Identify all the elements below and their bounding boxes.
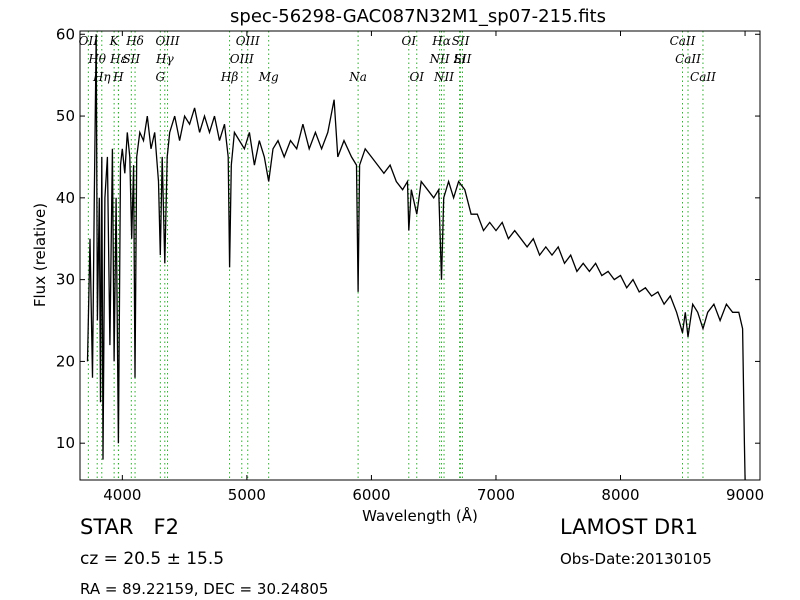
line-label: H (112, 70, 124, 84)
line-label: SII (452, 34, 470, 48)
x-tick-label: 5000 (228, 486, 266, 504)
line-label: SII (454, 52, 472, 66)
obs-date: Obs-Date:20130105 (560, 550, 712, 568)
chart-title: spec-56298-GAC087N32M1_sp07-215.fits (230, 6, 606, 27)
line-label: NII (433, 70, 454, 84)
x-tick-label: 8000 (601, 486, 639, 504)
line-label: CaII (690, 70, 716, 84)
line-label: Hγ (155, 52, 174, 66)
spectrum-line (86, 34, 746, 480)
x-tick-label: 7000 (477, 486, 515, 504)
line-label: NII (429, 52, 450, 66)
x-axis-label: Wavelength (Å) (362, 506, 478, 525)
x-tick-label: 4000 (103, 486, 141, 504)
line-label: OII (79, 34, 99, 48)
line-label: OIII (156, 34, 180, 48)
redshift: cz = 20.5 ± 15.5 (80, 549, 224, 569)
line-label: OI (409, 70, 424, 84)
y-tick-label: 60 (56, 25, 75, 43)
y-tick-label: 40 (56, 189, 75, 207)
y-tick-label: 10 (56, 434, 75, 452)
y-tick-label: 30 (56, 271, 75, 289)
line-label: OIII (236, 34, 260, 48)
line-label: CaII (670, 34, 696, 48)
line-label: CaII (675, 52, 701, 66)
y-axis-label: Flux (relative) (31, 203, 49, 307)
line-label: OIII (230, 52, 254, 66)
line-label: K (109, 34, 120, 48)
x-tick-label: 6000 (352, 486, 390, 504)
line-label: Hβ (220, 70, 238, 84)
line-label: G (156, 70, 166, 84)
line-label: Hθ (87, 52, 106, 66)
y-tick-label: 50 (56, 107, 75, 125)
line-label: Hη (92, 70, 111, 84)
line-label: Hδ (125, 34, 144, 48)
line-label: Na (348, 70, 367, 84)
y-tick-label: 20 (56, 352, 75, 370)
survey: LAMOST DR1 (560, 515, 698, 539)
line-label: OI (402, 34, 417, 48)
line-label: Hα (431, 34, 451, 48)
object-class: STAR F2 (80, 515, 179, 539)
line-label: Mg (258, 70, 279, 84)
plot-frame (79, 30, 761, 481)
line-label: SII (122, 52, 140, 66)
coordinates: RA = 89.22159, DEC = 30.24805 (80, 580, 328, 598)
x-tick-label: 9000 (726, 486, 764, 504)
